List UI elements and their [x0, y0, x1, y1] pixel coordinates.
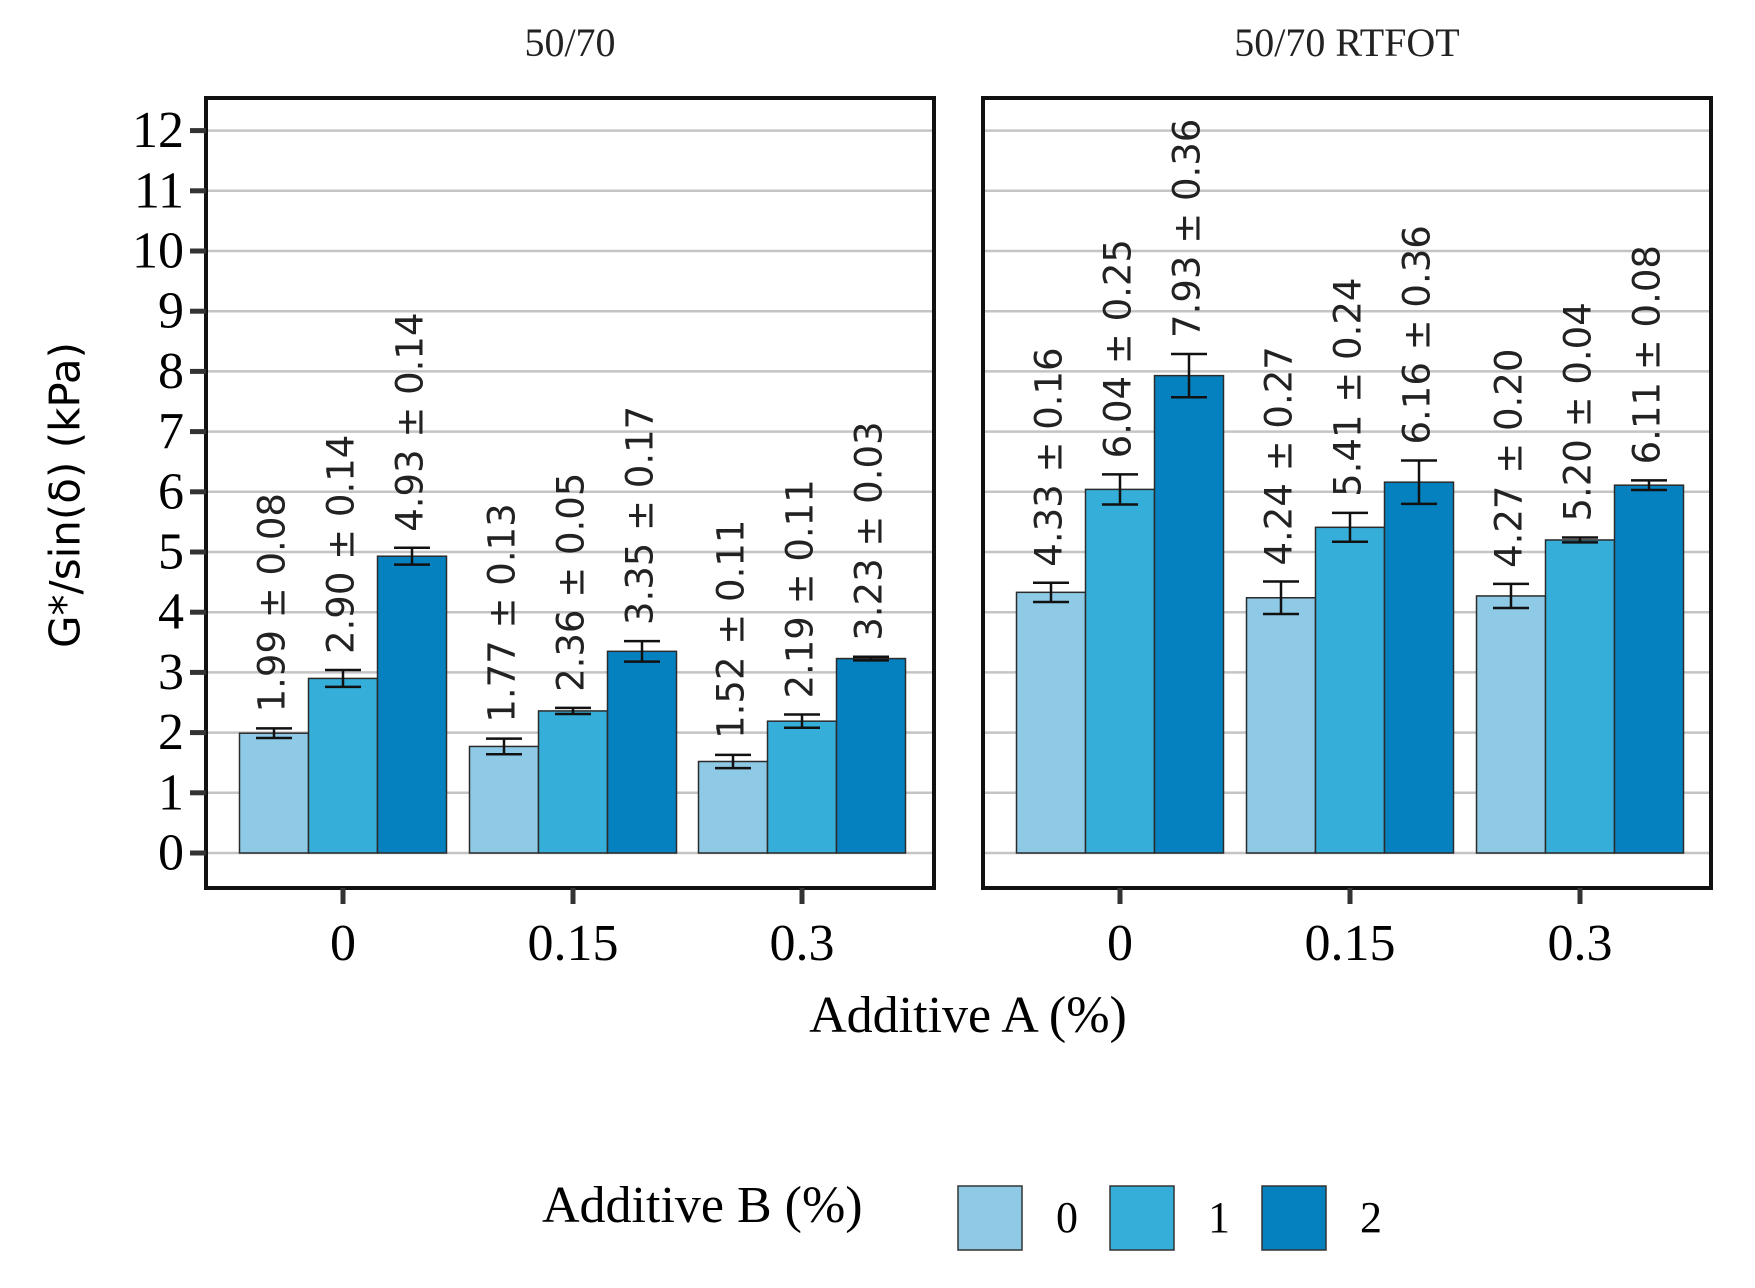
bar [1314, 526, 1386, 854]
y-tick-label: 11 [134, 162, 184, 219]
x-tick-label: 0.15 [1305, 915, 1396, 972]
legend-swatch-0 [957, 1185, 1023, 1251]
panel-0: 50/70 1.99 ± 0.08 1.77 ± 0.13 1.52 ± 0.11 2.… [132, 20, 936, 972]
bar [468, 745, 540, 854]
data-label: 1.77 ± 0.13 [481, 503, 524, 722]
legend-label-2: 2 [1360, 1193, 1382, 1242]
x-tick-label: 0.3 [1548, 915, 1613, 972]
data-label: 4.24 ± 0.27 [1258, 346, 1301, 565]
data-label: 1.52 ± 0.11 [710, 520, 753, 739]
data-label: 2.36 ± 0.05 [550, 473, 593, 692]
bar [1015, 591, 1087, 854]
data-label: 3.23 ± 0.03 [848, 421, 891, 640]
bar [1153, 374, 1225, 854]
legend-swatch-1 [1109, 1185, 1175, 1251]
legend-label-0: 0 [1056, 1193, 1078, 1242]
data-label: 7.93 ± 0.36 [1166, 119, 1209, 338]
panel-frame [981, 96, 1713, 890]
y-axis-title: G*/sin(δ) (kPa) [41, 342, 90, 648]
y-tick-label: 6 [158, 463, 184, 520]
bar [307, 677, 379, 854]
y-tick-label: 0 [158, 825, 184, 882]
data-label: 4.93 ± 0.14 [389, 312, 432, 531]
data-label: 6.04 ± 0.25 [1097, 239, 1140, 458]
bar [606, 650, 678, 854]
bar [1544, 539, 1616, 854]
bar [1613, 484, 1685, 854]
legend-title: Additive B (%) [542, 1177, 863, 1234]
y-tick-label: 4 [158, 584, 184, 641]
bar [835, 657, 907, 854]
y-tick-label: 8 [158, 343, 184, 400]
x-tick-label: 0 [330, 915, 356, 972]
data-label: 2.90 ± 0.14 [320, 435, 363, 654]
x-tick-label: 0 [1107, 915, 1133, 972]
data-label: 2.19 ± 0.11 [779, 479, 822, 698]
data-label: 6.16 ± 0.36 [1396, 225, 1439, 444]
data-label: 6.11 ± 0.08 [1626, 245, 1669, 464]
y-tick-label: 7 [158, 403, 184, 460]
data-label: 1.99 ± 0.08 [251, 493, 294, 712]
y-tick-label: 3 [158, 644, 184, 701]
y-tick-label: 10 [132, 223, 184, 280]
panel-title: 50/70 [524, 20, 615, 65]
bar [238, 732, 310, 854]
bar [1475, 595, 1547, 854]
panel-title: 50/70 RTFOT [1234, 20, 1459, 65]
legend-swatch-2 [1261, 1185, 1327, 1251]
x-axis-title: Additive A (%) [809, 987, 1127, 1044]
y-tick-label: 2 [158, 704, 184, 761]
x-tick-label: 0.3 [770, 915, 835, 972]
bar [1245, 597, 1317, 854]
bar [766, 720, 838, 854]
bar [537, 710, 609, 854]
bar [376, 555, 448, 854]
bar [1383, 481, 1455, 854]
bar [697, 760, 769, 854]
x-tick-label: 0.15 [528, 915, 619, 972]
data-label: 4.33 ± 0.16 [1028, 347, 1071, 566]
panels-layer: 50/70 1.99 ± 0.08 1.77 ± 0.13 1.52 ± 0.11 2.… [132, 20, 1713, 972]
panel-1: 50/70 RTFOT 4.33 ± 0.16 4.24 ± 0.27 4.27 ± … [981, 20, 1713, 972]
legend: Additive B (%) 0 1 2 [542, 1177, 1382, 1251]
data-label: 4.27 ± 0.20 [1488, 349, 1531, 568]
data-label: 5.41 ± 0.24 [1327, 278, 1370, 497]
y-tick-label: 12 [132, 102, 184, 159]
data-label: 5.20 ± 0.04 [1557, 302, 1600, 521]
data-label: 3.35 ± 0.17 [619, 406, 662, 625]
y-tick-label: 1 [158, 764, 184, 821]
bar [1084, 488, 1156, 854]
legend-label-1: 1 [1208, 1193, 1230, 1242]
y-tick-label: 9 [158, 283, 184, 340]
y-tick-label: 5 [158, 524, 184, 581]
